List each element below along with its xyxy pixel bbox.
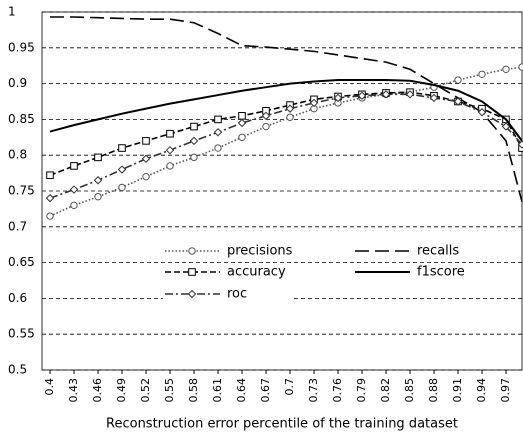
- x-tick-label: 0.67: [259, 378, 272, 403]
- legend-bg: [353, 242, 483, 260]
- x-tick-label: 0.7: [283, 378, 296, 396]
- y-tick-label: 0.65: [8, 255, 35, 269]
- y-tick-label: 0.8: [8, 148, 27, 162]
- marker: [190, 153, 198, 162]
- marker: [309, 98, 319, 108]
- marker: [94, 153, 102, 162]
- x-tick-label: 0.61: [211, 378, 224, 403]
- marker: [286, 113, 294, 121]
- x-tick-label: 0.64: [235, 378, 248, 403]
- x-tick-label: 0.49: [115, 378, 128, 403]
- legend-label: accuracy: [227, 265, 286, 280]
- marker: [117, 165, 127, 174]
- series-line: [49, 91, 523, 176]
- x-tick-label: 0.85: [403, 378, 416, 403]
- legend-label: precisions: [227, 244, 293, 259]
- marker: [213, 128, 223, 137]
- marker: [94, 193, 102, 201]
- x-tick-label: 0.4: [43, 378, 56, 396]
- y-tick-label: 0.95: [8, 40, 35, 54]
- legend-bg: [163, 263, 293, 281]
- y-tick-label: 1: [8, 5, 16, 19]
- marker: [237, 118, 247, 128]
- marker: [238, 133, 246, 142]
- y-tick-label: 0.55: [8, 327, 35, 341]
- marker: [46, 212, 54, 220]
- plot-border: [41, 11, 523, 371]
- marker: [93, 176, 103, 185]
- marker: [69, 185, 79, 194]
- y-tick-label: 0.75: [8, 184, 35, 198]
- marker: [357, 91, 367, 100]
- marker: [478, 70, 486, 78]
- marker: [454, 76, 462, 84]
- marker: [46, 171, 54, 180]
- marker: [214, 115, 222, 124]
- marker: [189, 136, 199, 146]
- marker: [70, 162, 78, 170]
- marker: [429, 93, 439, 103]
- marker: [118, 144, 126, 152]
- marker: [190, 122, 198, 131]
- marker: [405, 90, 415, 99]
- x-tick-label: 0.46: [91, 378, 104, 403]
- x-tick-label: 0.52: [139, 378, 152, 403]
- marker: [188, 268, 196, 276]
- series-line: [49, 79, 523, 142]
- marker: [517, 140, 523, 149]
- series-line: [50, 16, 523, 202]
- legend-label: recalls: [417, 244, 459, 259]
- marker: [187, 289, 197, 299]
- y-tick-label: 0.6: [8, 291, 27, 305]
- marker: [70, 201, 78, 210]
- marker: [188, 247, 196, 255]
- marker: [261, 111, 271, 121]
- x-tick-label: 0.55: [163, 378, 176, 403]
- marker: [502, 65, 510, 73]
- marker: [518, 63, 523, 71]
- marker: [165, 145, 175, 155]
- marker: [45, 193, 55, 203]
- x-tick-label: 0.43: [67, 378, 80, 403]
- legend-label: f1score: [417, 265, 465, 280]
- x-tick-label: 0.79: [355, 378, 368, 403]
- y-tick-label: 0.7: [8, 219, 27, 233]
- y-tick-label: 0.5: [8, 363, 27, 377]
- marker: [141, 154, 151, 163]
- x-axis-label: Reconstruction error percentile of the t…: [106, 417, 458, 432]
- x-tick-label: 0.73: [307, 378, 320, 403]
- marker: [501, 122, 511, 131]
- y-tick-label: 0.9: [8, 76, 27, 90]
- legend-bg: [163, 242, 293, 260]
- marker: [238, 112, 246, 120]
- x-tick-label: 0.94: [475, 378, 488, 403]
- marker: [118, 183, 126, 192]
- marker: [214, 144, 222, 152]
- marker: [381, 90, 391, 99]
- x-tick-label: 0.97: [499, 378, 512, 403]
- legend-bg: [353, 263, 483, 281]
- marker: [333, 93, 343, 103]
- x-tick-label: 0.76: [331, 378, 344, 403]
- x-tick-label: 0.58: [187, 378, 200, 403]
- marker: [166, 129, 174, 138]
- marker: [262, 122, 270, 131]
- marker: [477, 108, 487, 117]
- marker: [166, 162, 174, 170]
- marker: [142, 137, 150, 145]
- marker: [285, 104, 295, 113]
- marker: [142, 172, 150, 181]
- legend-label: roc: [227, 287, 247, 302]
- marker: [453, 97, 463, 106]
- x-tick-label: 0.82: [379, 378, 392, 403]
- y-tick-label: 0.85: [8, 112, 35, 126]
- x-tick-label: 0.88: [427, 378, 440, 403]
- legend-bg: [163, 285, 293, 303]
- x-tick-label: 0.91: [451, 378, 464, 403]
